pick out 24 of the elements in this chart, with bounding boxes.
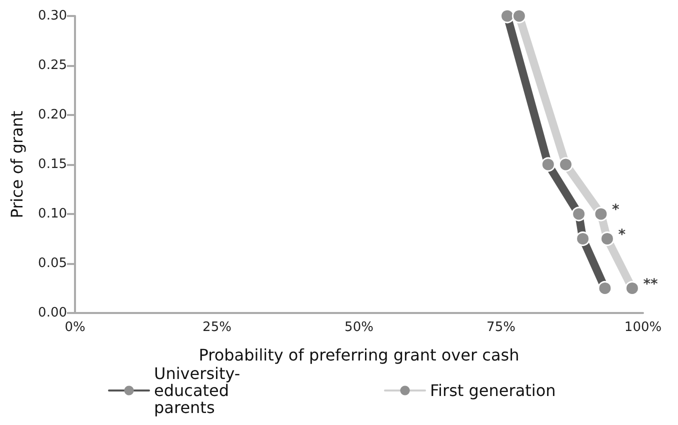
annotation: *	[618, 226, 626, 243]
x-axis-title: Probability of preferring grant over cash	[198, 346, 520, 364]
y-axis-title: Price of grant	[8, 110, 26, 218]
point	[594, 206, 608, 222]
y-tick-label: 0.15	[38, 157, 67, 172]
annotation: *	[612, 202, 620, 218]
legend-label: First generation	[430, 381, 556, 400]
y-tick-label: 0.10	[38, 206, 67, 222]
x-tick-label: 75%	[486, 320, 516, 335]
point	[558, 157, 573, 172]
x-tick-label: 50%	[344, 320, 374, 335]
point	[624, 281, 640, 296]
point	[600, 232, 614, 246]
x-tick-label: 0%	[64, 320, 86, 335]
annotation: **	[643, 276, 659, 292]
y-tick-label: 0.00	[38, 306, 67, 320]
point	[512, 8, 526, 24]
y-tick-label: 0.30	[38, 8, 67, 24]
y-tick-label: 0.20	[38, 108, 67, 122]
legend-label: University-educated parents	[154, 364, 240, 417]
x-tick-label: 100%	[624, 320, 662, 335]
x-tick-label: 25%	[202, 320, 232, 335]
y-tick-label: 0.25	[38, 58, 67, 73]
y-tick-label: 0.05	[38, 256, 67, 271]
